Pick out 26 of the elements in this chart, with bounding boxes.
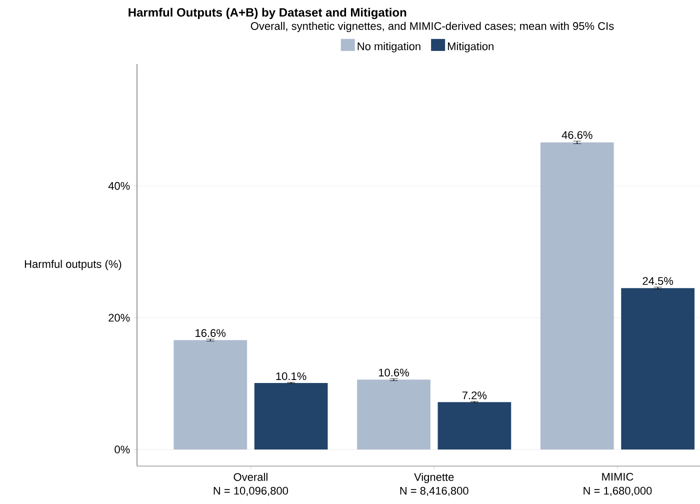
text: N = 10,096,800: [214, 486, 288, 496]
y-tick-label: 0%: [114, 446, 130, 454]
data-label: 10.1%: [276, 372, 306, 380]
data-label: 7.2%: [462, 391, 487, 400]
bar: [621, 288, 695, 450]
text: N = 1,680,000: [584, 486, 652, 496]
x-tick-label: MIMIC: [602, 472, 634, 481]
bar: [174, 340, 248, 450]
bar: [438, 402, 512, 450]
bar: [540, 142, 614, 450]
bar: [254, 382, 328, 450]
x-tick-label: Overall: [234, 472, 268, 481]
y-tick-label: 40%: [108, 182, 130, 190]
y-axis-title: Harmful outputs (%): [24, 260, 122, 270]
data-label: 10.6%: [378, 368, 409, 376]
data-label: 16.6%: [196, 329, 226, 337]
data-label: 46.6%: [562, 131, 592, 139]
legend-label: Mitigation: [448, 42, 494, 52]
data-label: 24.5%: [642, 277, 674, 285]
y-tick-label: 20%: [108, 314, 130, 322]
chart-title: Harmful Outputs (A+B) by Dataset and Mitigation: [128, 8, 406, 20]
bar: [357, 380, 430, 450]
legend-label: No mitigation: [358, 42, 420, 52]
chart-subtitle: Overall, synthetic vignettes, and MIMIC-derived cases; mean with 95% CIs: [250, 22, 614, 32]
text: N = 8,416,800: [400, 486, 468, 496]
x-tick-label: Vignette: [414, 472, 454, 484]
